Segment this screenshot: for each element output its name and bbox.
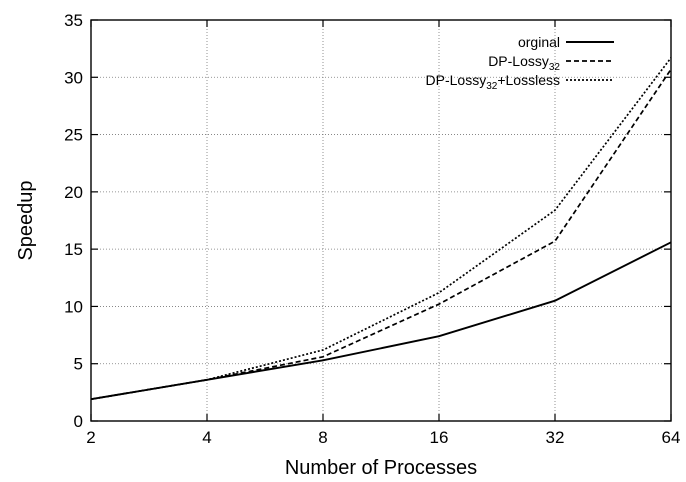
legend-label: orginal [518,34,560,50]
y-axis-label: Speedup [15,180,37,260]
series-line-2 [90,68,672,401]
x-axis-label: Number of Processes [285,457,477,479]
y-tick-label: 35 [64,11,83,30]
x-tick-label: 2 [86,428,95,447]
x-tick-label: 4 [202,428,211,447]
legend-label: DP-Lossy32+Lossless [426,72,560,92]
x-tick-label: 64 [662,428,681,447]
series-line-3 [90,57,672,401]
y-tick-label: 25 [64,126,83,145]
plot-frame [90,19,672,422]
grid-lines [91,20,671,421]
y-tick-label: 30 [64,68,83,87]
y-tick-label: 20 [64,183,83,202]
y-tick-label: 10 [64,297,83,316]
series-lines [90,57,672,401]
axis-ticks: 2 4 8 16 32 64 0 5 10 15 20 25 30 35 [64,11,680,447]
y-tick-label: 5 [74,355,83,374]
series-line-1 [90,241,672,401]
legend-label: DP-Lossy32 [488,53,560,73]
x-tick-label: 16 [430,428,449,447]
y-tick-label: 15 [64,240,83,259]
x-tick-label: 32 [546,428,565,447]
x-tick-label: 8 [318,428,327,447]
y-tick-label: 0 [74,412,83,431]
